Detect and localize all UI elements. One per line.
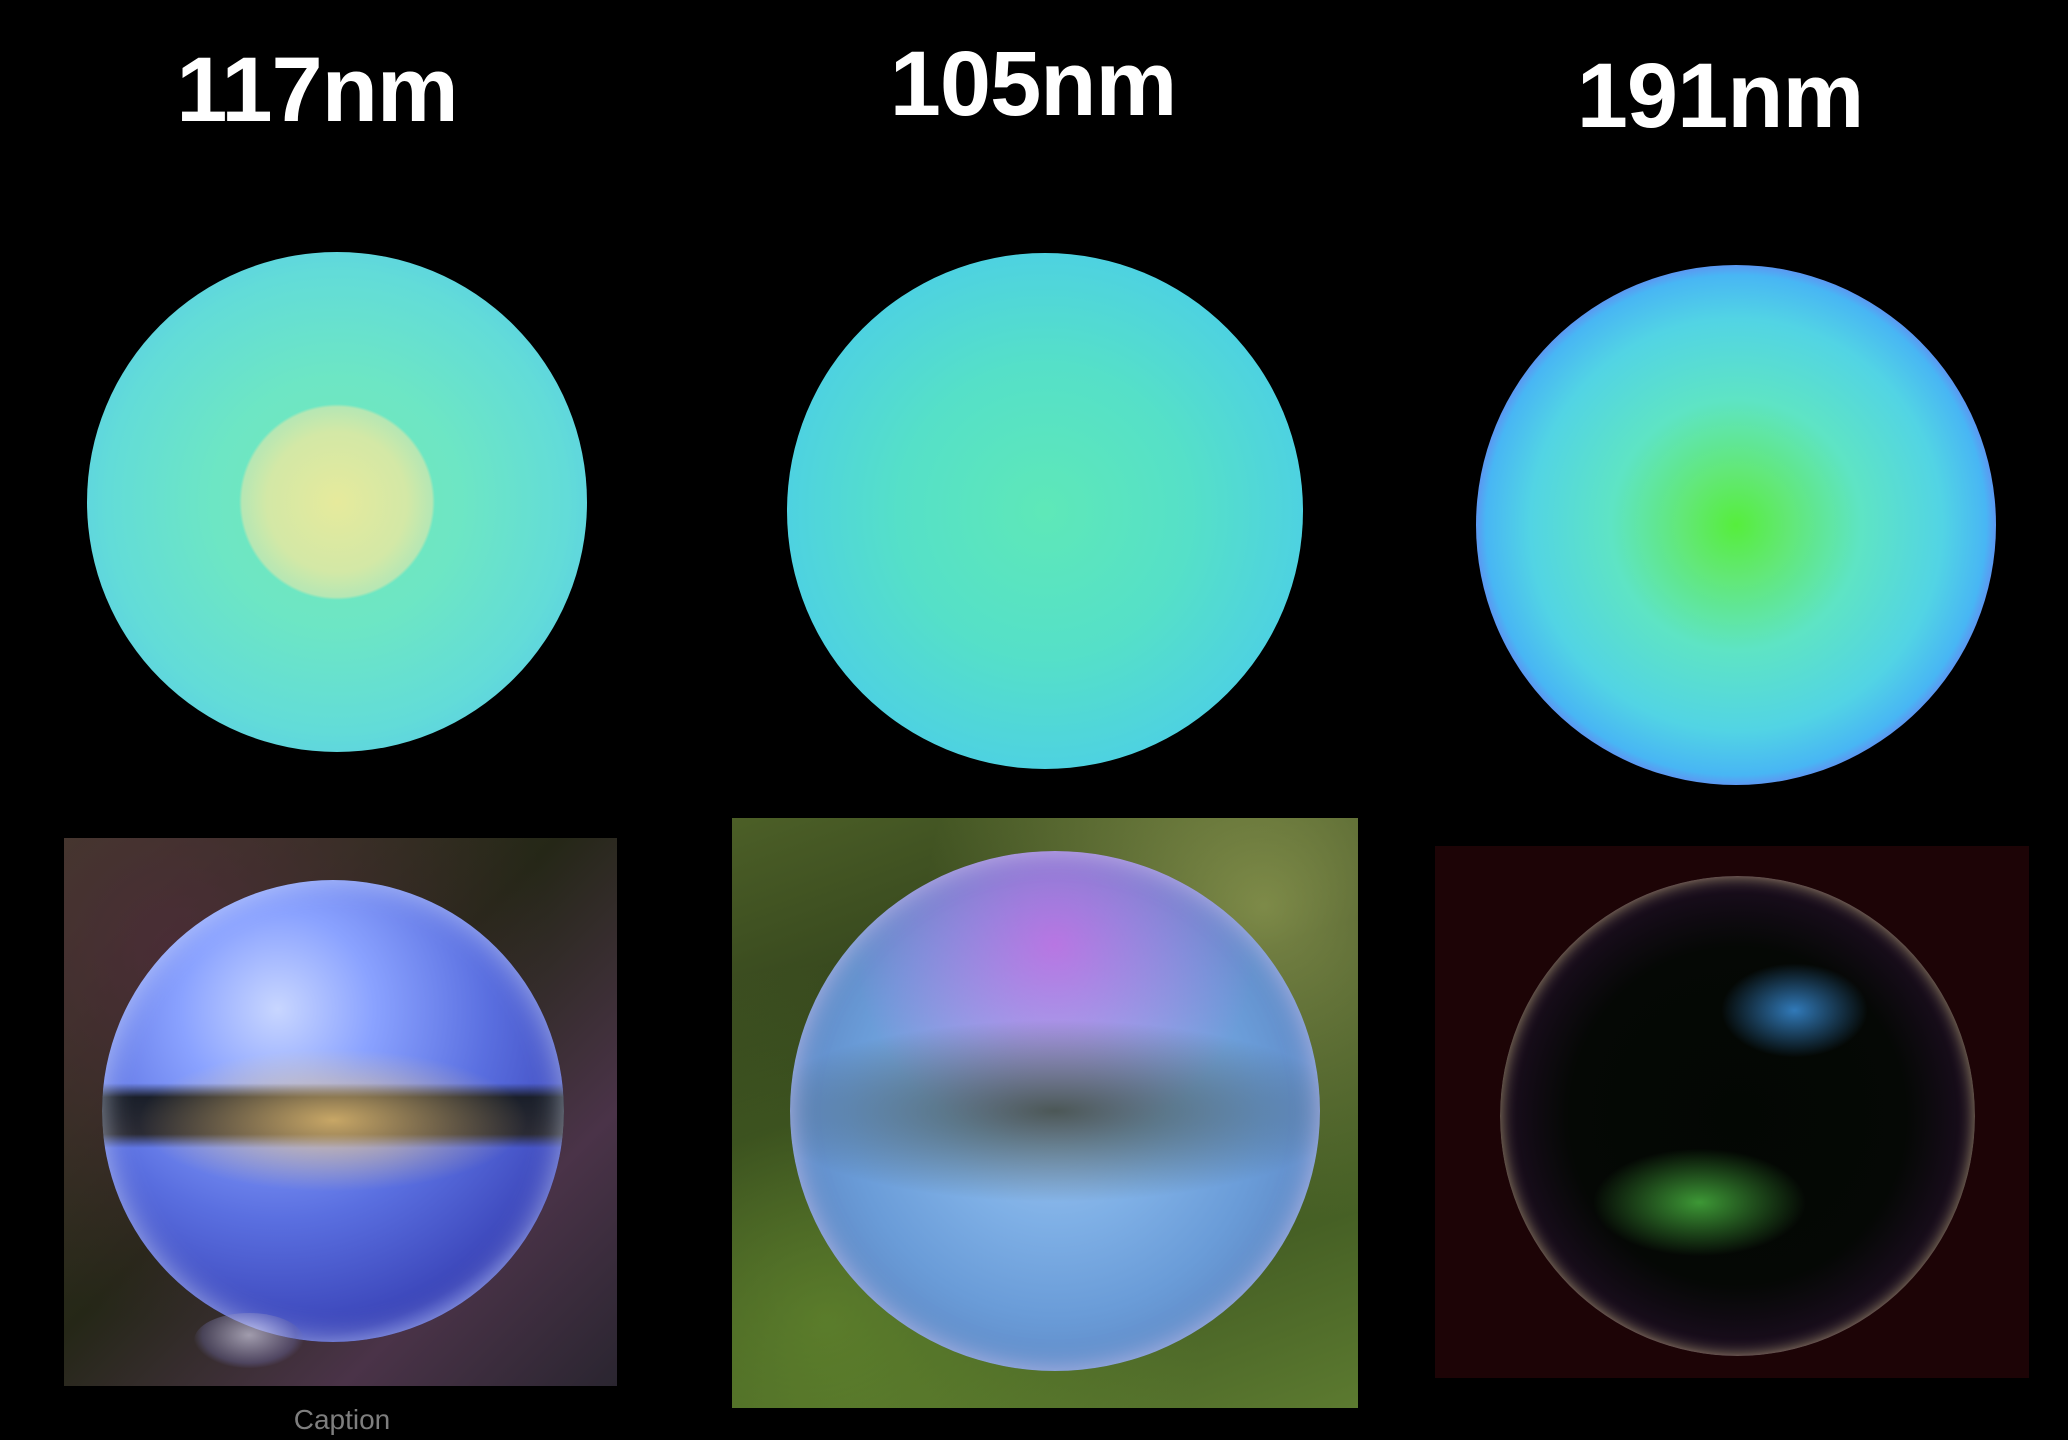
simulated-bubble-191nm bbox=[1476, 265, 1996, 785]
thickness-label-117nm: 117nm bbox=[17, 44, 617, 136]
bubble-photo-night bbox=[1435, 846, 2029, 1378]
photo-bubble bbox=[1500, 876, 1975, 1356]
photo-bubble bbox=[790, 851, 1320, 1371]
simulated-bubble-105nm bbox=[787, 253, 1303, 769]
bubble-photo-bridge bbox=[64, 838, 617, 1386]
image-caption: Caption bbox=[232, 1406, 452, 1434]
simulated-bubble-117nm bbox=[87, 252, 587, 752]
thickness-label-105nm: 105nm bbox=[733, 38, 1333, 130]
photo-bubble bbox=[102, 880, 564, 1342]
bubble-photo-trees bbox=[732, 818, 1358, 1408]
thickness-label-191nm: 191nm bbox=[1420, 50, 2020, 142]
small-droplet bbox=[194, 1313, 304, 1368]
